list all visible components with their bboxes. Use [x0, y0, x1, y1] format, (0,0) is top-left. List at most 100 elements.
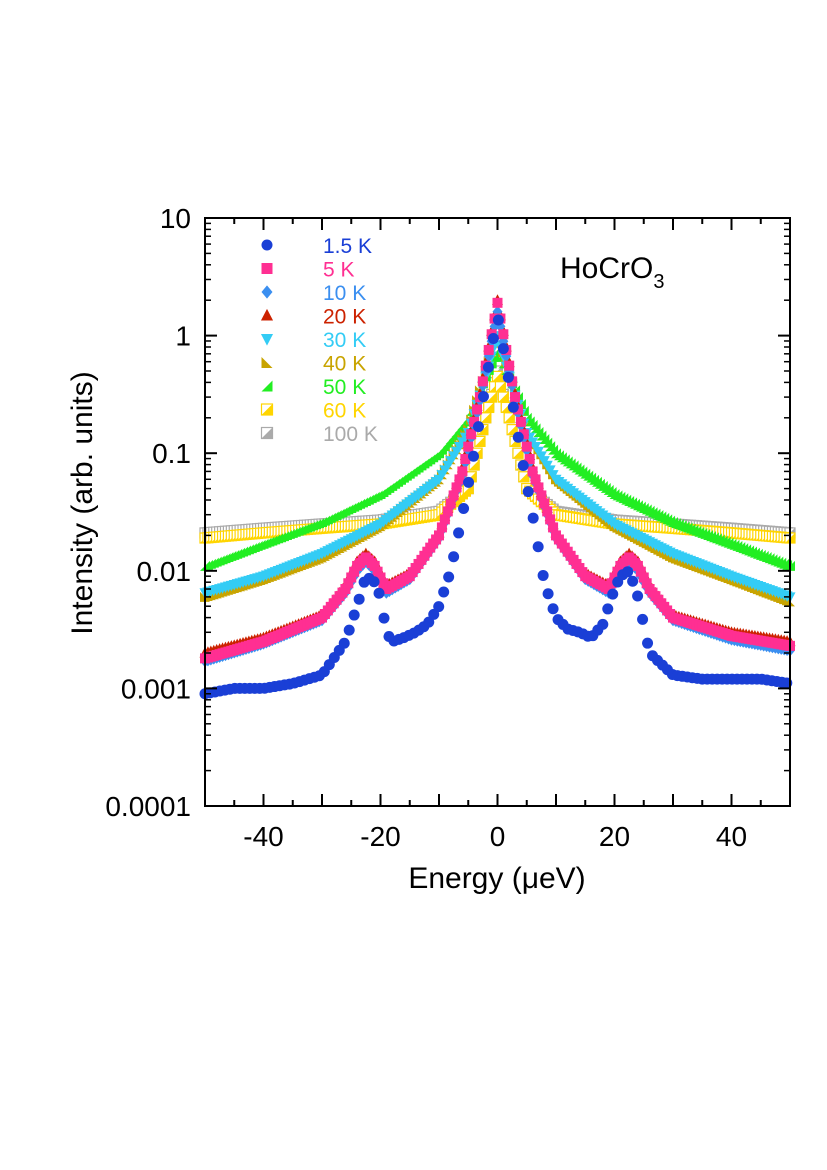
data-point — [527, 419, 538, 430]
data-point — [518, 429, 529, 440]
y-tick-label: 10 — [160, 203, 191, 234]
annotation-subscript: 3 — [653, 271, 664, 293]
series-0 — [199, 314, 793, 700]
y-tick-label: 0.001 — [121, 673, 191, 704]
legend-marker — [261, 357, 273, 368]
data-point — [353, 593, 365, 605]
data-point — [369, 560, 380, 571]
data-point-half — [498, 392, 509, 403]
legend-marker — [261, 239, 273, 251]
data-point — [343, 624, 355, 636]
data-point — [512, 447, 524, 459]
data-point — [368, 576, 380, 588]
data-point — [502, 371, 514, 383]
data-point-half — [518, 471, 529, 482]
data-point — [492, 314, 504, 326]
data-point — [491, 370, 504, 382]
data-point — [443, 571, 455, 583]
legend-label: 100 K — [323, 423, 378, 446]
legend-marker — [260, 334, 274, 346]
y-tick-label: 0.0001 — [105, 791, 191, 822]
data-point — [454, 474, 465, 485]
data-point — [378, 612, 390, 624]
legend-marker — [260, 308, 274, 321]
x-tick-label: 20 — [599, 821, 630, 852]
data-point — [487, 333, 499, 345]
data-point — [622, 566, 634, 578]
data-point — [463, 441, 474, 452]
data-point — [545, 514, 556, 525]
data-point — [637, 613, 649, 625]
legend-label: 40 K — [323, 353, 366, 376]
data-point — [603, 584, 614, 595]
data-point — [536, 430, 547, 441]
data-point — [492, 297, 503, 308]
data-point — [498, 329, 509, 340]
data-point — [453, 527, 465, 539]
data-point-half — [495, 381, 506, 392]
data-point — [507, 376, 518, 387]
data-point — [518, 471, 530, 483]
data-point — [346, 572, 357, 583]
data-point — [542, 588, 554, 600]
data-point — [602, 603, 614, 615]
y-axis-label: Intensity (arb. units) — [66, 371, 99, 634]
annotation-text: HoCrO — [560, 252, 653, 285]
y-tick-label: 0.01 — [137, 556, 192, 587]
data-point — [532, 541, 544, 553]
data-point — [483, 344, 494, 355]
data-point — [506, 423, 518, 436]
data-point — [512, 431, 524, 443]
data-point — [539, 434, 550, 445]
data-point — [536, 490, 547, 501]
data-point — [537, 569, 549, 581]
chart-annotation: HoCrO3 — [560, 252, 664, 293]
data-point — [442, 506, 453, 517]
x-tick-label: 40 — [716, 821, 747, 852]
data-point — [338, 637, 350, 649]
data-point — [515, 416, 526, 427]
data-point — [372, 566, 383, 577]
data-point — [451, 482, 462, 493]
data-point — [530, 474, 541, 485]
axes-layer: -40 -20 0 20 40 0.0001 0.001 0.01 0.1 1 10 — [105, 203, 791, 852]
data-point — [439, 514, 450, 525]
data-point-half — [474, 436, 485, 447]
data-point — [612, 566, 623, 577]
data-point — [477, 391, 489, 403]
data-point — [472, 404, 483, 415]
data-point — [494, 381, 507, 393]
data-point — [545, 441, 556, 452]
data-point — [343, 578, 354, 589]
data-point — [635, 566, 646, 577]
x-tick-label: 0 — [490, 821, 506, 852]
data-point — [606, 578, 617, 589]
data-point — [477, 376, 488, 387]
data-point — [497, 391, 509, 403]
data-point — [641, 578, 652, 589]
data-point — [348, 609, 360, 621]
data-point — [378, 578, 389, 589]
series-3 — [199, 294, 796, 658]
data-point — [542, 437, 553, 448]
data-point — [548, 522, 559, 533]
data-point-half — [492, 371, 503, 382]
data-point — [469, 416, 480, 427]
legend-marker — [261, 380, 273, 392]
data-point — [542, 506, 553, 517]
series-6 — [200, 345, 795, 571]
data-point — [539, 498, 550, 509]
data-point-half — [507, 424, 518, 435]
data-point — [448, 490, 459, 501]
series-layer — [199, 294, 796, 700]
legend-label: 60 K — [323, 400, 366, 423]
data-point — [457, 466, 468, 477]
data-point — [448, 551, 460, 563]
data-point — [340, 584, 351, 595]
data-point — [445, 498, 456, 509]
data-point — [436, 522, 447, 533]
data-point — [507, 401, 519, 413]
data-point — [433, 601, 445, 613]
data-point — [638, 572, 649, 583]
